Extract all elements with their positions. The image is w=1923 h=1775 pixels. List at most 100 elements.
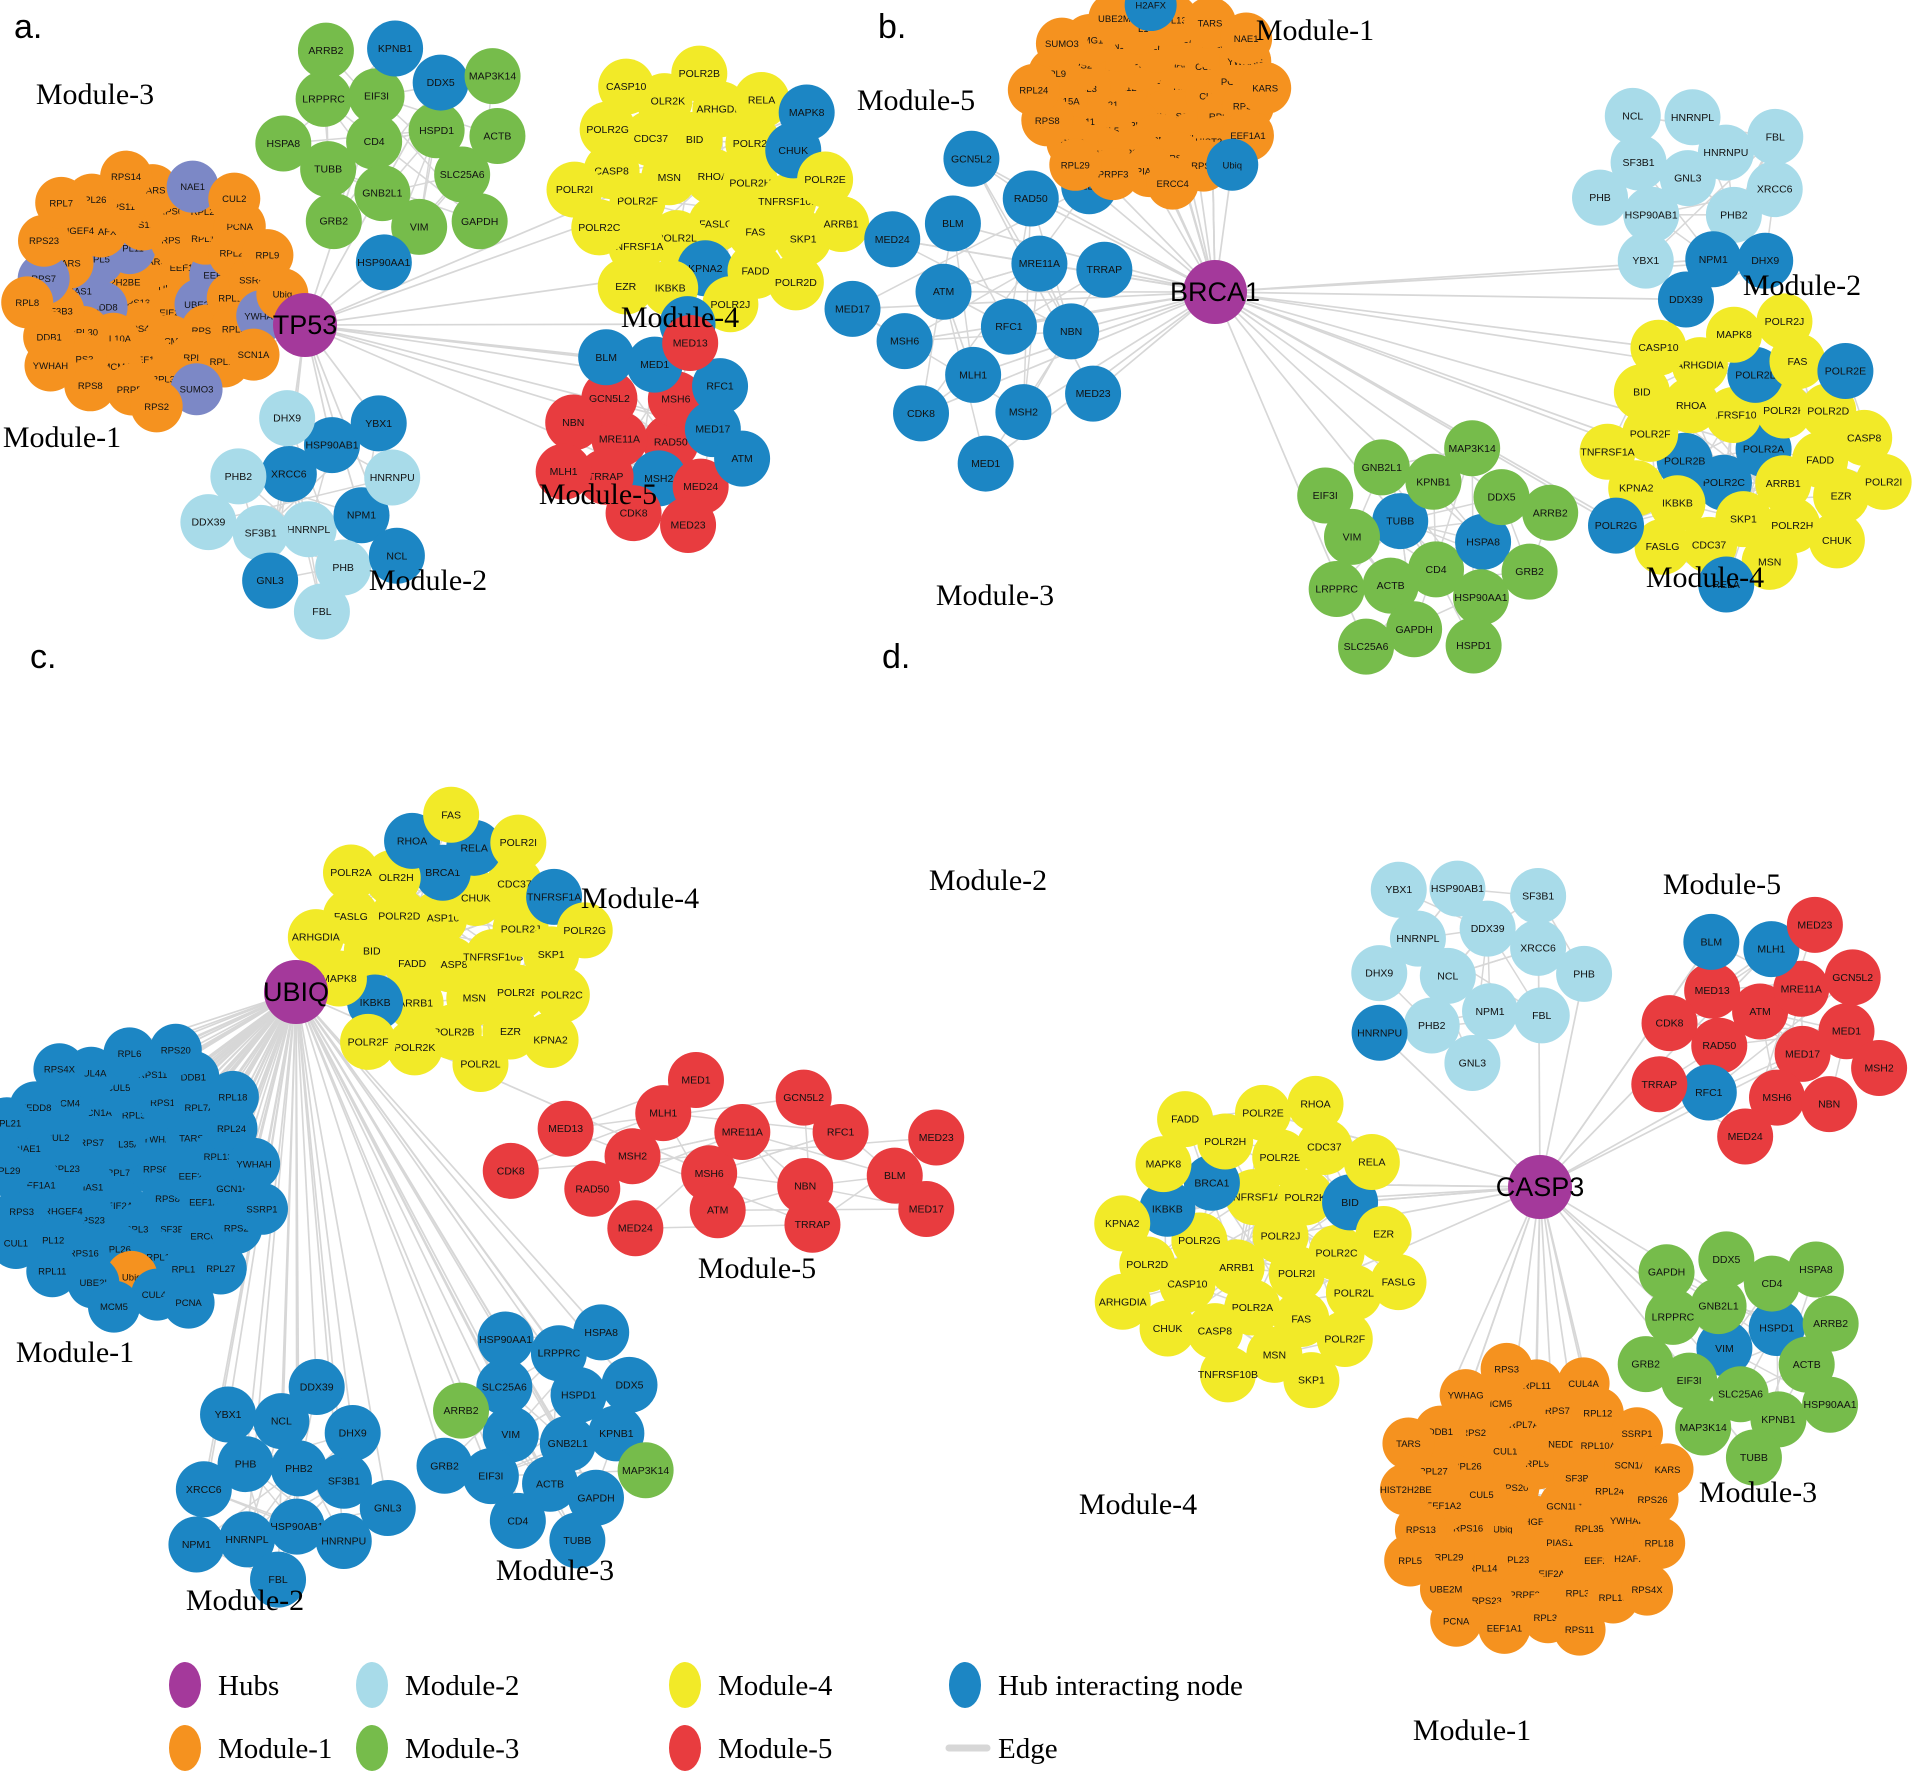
node-HSP90AB1[interactable]: HSP90AB1 [304,417,361,474]
node-NPM1[interactable]: NPM1 [168,1516,225,1573]
node-CHUK[interactable]: CHUK [1808,512,1865,569]
node-SKP1[interactable]: SKP1 [1283,1352,1340,1409]
node-FAS[interactable]: FAS [423,786,480,843]
node-YBX1[interactable]: YBX1 [350,395,407,452]
node-RFC1[interactable]: RFC1 [692,358,749,415]
node-RELA[interactable]: RELA [1698,556,1755,613]
node-GRB2[interactable]: GRB2 [305,193,362,250]
node-HIST2H2BE[interactable]: HIST2H2BE [1379,1463,1432,1516]
node-VIM[interactable]: VIM [482,1406,539,1463]
node-PHB[interactable]: PHB [217,1436,274,1493]
node-MAP3K14[interactable]: MAP3K14 [617,1442,674,1499]
node-RPL9[interactable]: RPL9 [241,229,294,282]
node-HSP90AB1[interactable]: HSP90AB1 [1429,860,1486,917]
node-RAD50[interactable]: RAD50 [1691,1017,1748,1074]
node-ARRB1[interactable]: ARRB1 [387,975,444,1032]
node-SSRP1[interactable]: SSRP1 [1611,1407,1664,1460]
node-POLR2A[interactable]: POLR2A [322,844,379,901]
node-EZR[interactable]: EZR [597,258,654,315]
node-SUMO3[interactable]: SUMO3 [170,363,223,416]
node-FBL[interactable]: FBL [1513,987,1570,1044]
node-CASP10[interactable]: CASP10 [598,58,655,115]
node-EIF3I[interactable]: EIF3I [462,1448,519,1505]
node-SUMO3[interactable]: SUMO3 [1035,17,1088,70]
node-POLR2F[interactable]: POLR2F [1622,405,1679,462]
node-DDX5[interactable]: DDX5 [1473,469,1530,526]
node-NCL[interactable]: NCL [1419,947,1476,1004]
node-HNRNPU[interactable]: HNRNPU [315,1513,372,1570]
node-HNRNPU[interactable]: HNRNPU [1697,124,1754,181]
node-POLR2E[interactable]: POLR2E [1817,343,1874,400]
node-CD4[interactable]: CD4 [1408,541,1465,598]
node-YBX1[interactable]: YBX1 [1370,861,1427,918]
node-RPS14[interactable]: RPS14 [100,150,153,203]
node-TUBB[interactable]: TUBB [1372,493,1429,550]
node-NBN[interactable]: NBN [545,394,602,451]
node-MAPK8[interactable]: MAPK8 [1706,306,1763,363]
node-CASP10[interactable]: CASP10 [1630,319,1687,376]
node-POLR2K[interactable]: POLR2K [1277,1169,1334,1226]
hub-node-CASP3[interactable]: CASP3 [1496,1155,1585,1219]
node-ACTB[interactable]: ACTB [1362,557,1419,614]
node-CASP8[interactable]: CASP8 [1836,409,1893,466]
node-ARHGDIA[interactable]: ARHGDIA [1094,1273,1151,1330]
node-PHB2[interactable]: PHB2 [1705,186,1762,243]
node-PHB2[interactable]: PHB2 [1403,997,1460,1054]
node-BLM[interactable]: BLM [578,329,635,386]
node-EIF3I[interactable]: EIF3I [1297,467,1354,524]
node-ATM[interactable]: ATM [689,1182,746,1239]
node-TUBB[interactable]: TUBB [300,141,357,198]
node-ARRB1[interactable]: ARRB1 [813,195,870,252]
node-MED23[interactable]: MED23 [1786,896,1843,953]
node-NAE1[interactable]: NAE1 [166,160,219,213]
node-MAP3K14[interactable]: MAP3K14 [464,48,521,105]
node-GAPDH[interactable]: GAPDH [1386,601,1443,658]
node-CD4[interactable]: CD4 [489,1492,546,1549]
node-YBX1[interactable]: YBX1 [200,1386,257,1443]
node-FADD[interactable]: FADD [1157,1091,1214,1148]
node-NPM1[interactable]: NPM1 [333,487,390,544]
node-RHOA[interactable]: RHOA [1287,1075,1344,1132]
node-POLR2G[interactable]: POLR2G [556,902,613,959]
node-NCL[interactable]: NCL [1604,87,1661,144]
node-TRRAP[interactable]: TRRAP [1631,1056,1688,1113]
node-FBL[interactable]: FBL [1747,108,1804,165]
node-MED17[interactable]: MED17 [824,280,881,337]
node-LRPPRC[interactable]: LRPPRC [530,1325,587,1382]
node-DDX5[interactable]: DDX5 [412,54,469,111]
node-CDK8[interactable]: CDK8 [893,385,950,442]
node-RPL29[interactable]: RPL29 [1049,138,1102,191]
node-CUL2[interactable]: CUL2 [208,172,261,225]
node-RPS4X[interactable]: RPS4X [33,1043,86,1096]
node-MCM5[interactable]: MCM5 [87,1280,140,1333]
node-YBX1[interactable]: YBX1 [1617,232,1674,289]
node-RELA[interactable]: RELA [1343,1134,1400,1191]
node-ARRB2[interactable]: ARRB2 [1802,1295,1859,1352]
node-GAPDH[interactable]: GAPDH [1638,1244,1695,1301]
node-EZR[interactable]: EZR [1355,1205,1412,1262]
node-MLH1[interactable]: MLH1 [535,443,592,500]
node-PCNA[interactable]: PCNA [162,1276,215,1329]
node-HSP90AB1[interactable]: HSP90AB1 [268,1498,325,1555]
node-MED1[interactable]: MED1 [1818,1003,1875,1060]
node-YWHAH[interactable]: YWHAH [24,339,77,392]
node-TNFRSF1A[interactable]: TNFRSF1A [1579,423,1636,480]
node-MED13[interactable]: MED13 [662,314,719,371]
node-HNRNPL[interactable]: HNRNPL [280,501,337,558]
node-RPL21[interactable]: RPL21 [0,1097,33,1150]
node-CD4[interactable]: CD4 [1743,1255,1800,1312]
node-MSH6[interactable]: MSH6 [876,313,933,370]
node-EZR[interactable]: EZR [1813,467,1870,524]
node-MED24[interactable]: MED24 [864,211,921,268]
node-GRB2[interactable]: GRB2 [1617,1336,1674,1393]
node-MED13[interactable]: MED13 [1684,962,1741,1019]
node-ERCC4[interactable]: ERCC4 [1146,157,1199,210]
node-RPL7[interactable]: RPL7 [35,176,88,229]
node-PHB[interactable]: PHB [1556,945,1613,1002]
node-MRE11A[interactable]: MRE11A [1773,960,1830,1017]
node-RFC1[interactable]: RFC1 [980,298,1037,355]
node-RPS4X[interactable]: RPS4X [1621,1563,1674,1616]
node-POLR2G[interactable]: POLR2G [579,101,636,158]
hub-node-BRCA1[interactable]: BRCA1 [1170,260,1260,324]
node-MED1[interactable]: MED1 [957,435,1014,492]
